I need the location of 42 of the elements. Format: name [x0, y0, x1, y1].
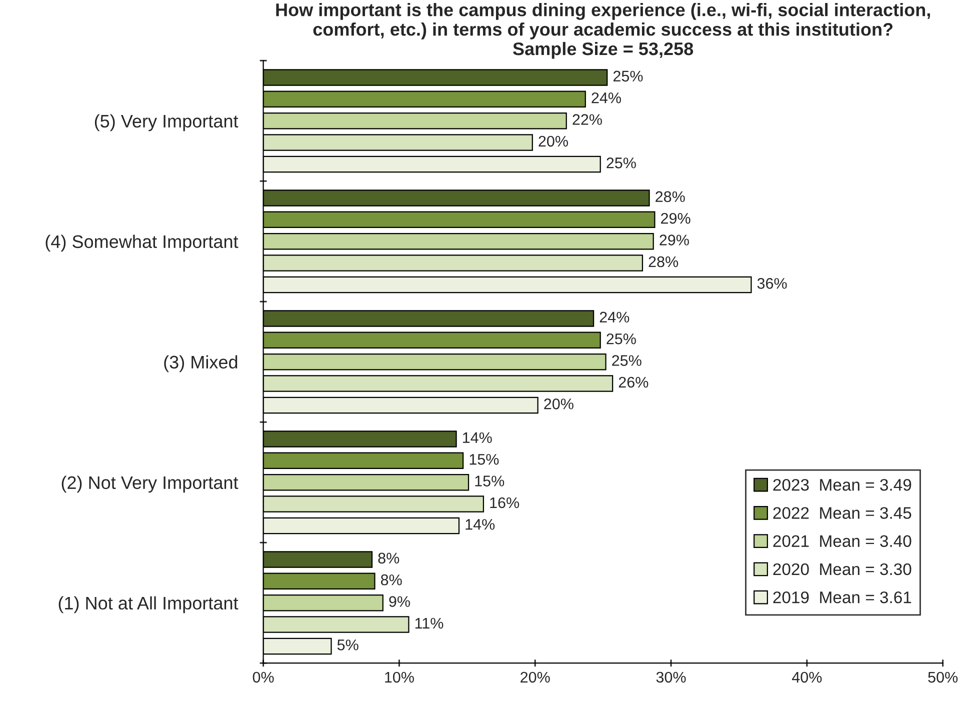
x-tick-label: 20%: [520, 672, 550, 683]
data-label: 24%: [600, 312, 630, 323]
y-tick-label: (5) Very Important: [94, 114, 238, 132]
data-label: 20%: [544, 398, 574, 410]
data-label: 28%: [656, 191, 685, 202]
data-label: 25%: [606, 333, 636, 344]
data-label: 25%: [606, 158, 636, 168]
data-label: 20%: [538, 136, 568, 147]
y-tick-label: (1) Not at All Important: [58, 596, 238, 614]
data-label: 11%: [415, 618, 444, 629]
data-label: 15%: [475, 476, 504, 486]
x-tick-label: 50%: [928, 672, 958, 683]
x-tick-label: 0%: [252, 672, 274, 683]
data-label: 8%: [380, 574, 402, 586]
y-tick-label: (4) Somewhat Important: [46, 234, 238, 252]
legend-label: 2021 Mean = 3.40: [773, 535, 912, 548]
data-label: 26%: [618, 376, 648, 388]
x-tick-label: 10%: [385, 672, 414, 683]
data-label: 29%: [660, 234, 689, 246]
y-tick-label: (2) Not Very Important: [62, 476, 238, 493]
data-label: 25%: [613, 70, 643, 82]
legend-label: 2019 Mean = 3.61: [773, 591, 912, 604]
y-tick-label: (3) Mixed: [164, 355, 238, 372]
data-label: 9%: [389, 596, 410, 607]
data-label: 16%: [490, 497, 520, 508]
data-label: 8%: [378, 552, 400, 564]
chart-title: How important is the campus dining experience (i.e., wi-fi, social interaction, comfort, etc.) in terms of your academic success at this institution? Sample Size = 53,258: [276, 2, 930, 59]
data-label: 29%: [661, 212, 690, 224]
data-label: 14%: [466, 519, 495, 530]
data-label: 24%: [592, 92, 621, 104]
data-label: 15%: [470, 454, 499, 465]
legend-label: 2023 Mean = 3.49: [773, 478, 912, 491]
data-label: 36%: [757, 278, 787, 289]
data-label: 28%: [648, 256, 678, 268]
data-label: 14%: [463, 432, 492, 444]
data-label: 5%: [337, 640, 358, 650]
data-label: 25%: [612, 355, 642, 366]
x-tick-label: 30%: [656, 672, 686, 683]
legend-label: 2022 Mean = 3.45: [773, 507, 912, 519]
data-label: 22%: [572, 114, 602, 125]
x-tick-label: 40%: [792, 672, 822, 683]
legend-label: 2020 Mean = 3.30: [773, 563, 912, 576]
